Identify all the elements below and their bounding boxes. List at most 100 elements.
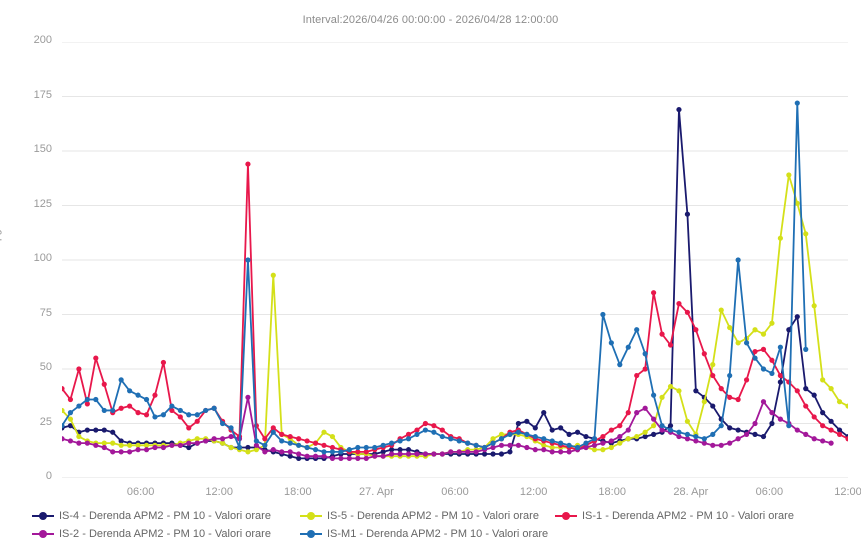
data-point[interactable] bbox=[127, 449, 133, 455]
data-point[interactable] bbox=[169, 407, 175, 414]
data-point[interactable] bbox=[118, 405, 124, 411]
data-point[interactable] bbox=[169, 442, 175, 448]
data-point[interactable] bbox=[203, 438, 209, 444]
data-point[interactable] bbox=[245, 257, 251, 263]
data-point[interactable] bbox=[600, 440, 606, 446]
data-point[interactable] bbox=[389, 440, 395, 446]
data-point[interactable] bbox=[186, 440, 192, 446]
data-point[interactable] bbox=[760, 331, 767, 337]
data-point[interactable] bbox=[667, 342, 674, 348]
data-point[interactable] bbox=[160, 444, 167, 451]
data-point[interactable] bbox=[363, 455, 369, 461]
data-point[interactable] bbox=[727, 425, 733, 431]
data-point[interactable] bbox=[693, 327, 699, 333]
data-point[interactable] bbox=[431, 451, 437, 457]
data-point[interactable] bbox=[659, 331, 665, 337]
data-point[interactable] bbox=[803, 386, 809, 392]
data-point[interactable] bbox=[422, 420, 429, 427]
data-point[interactable] bbox=[701, 399, 707, 405]
data-point[interactable] bbox=[845, 403, 848, 409]
data-point[interactable] bbox=[549, 444, 555, 451]
data-point[interactable] bbox=[642, 405, 648, 411]
data-point[interactable] bbox=[321, 429, 327, 435]
data-point[interactable] bbox=[769, 320, 775, 326]
data-point[interactable] bbox=[346, 447, 352, 453]
data-point[interactable] bbox=[524, 418, 530, 424]
data-point[interactable] bbox=[143, 412, 150, 418]
data-point[interactable] bbox=[76, 433, 82, 440]
data-point[interactable] bbox=[380, 442, 386, 448]
data-point[interactable] bbox=[811, 414, 817, 420]
data-point[interactable] bbox=[566, 431, 572, 437]
data-point[interactable] bbox=[62, 423, 65, 429]
data-point[interactable] bbox=[431, 423, 437, 429]
data-point[interactable] bbox=[143, 447, 150, 453]
data-point[interactable] bbox=[608, 444, 614, 451]
data-point[interactable] bbox=[836, 431, 843, 437]
data-point[interactable] bbox=[659, 423, 665, 429]
data-point[interactable] bbox=[558, 440, 564, 446]
data-point[interactable] bbox=[76, 440, 82, 446]
data-point[interactable] bbox=[312, 453, 319, 459]
data-point[interactable] bbox=[684, 211, 691, 217]
data-point[interactable] bbox=[735, 257, 741, 263]
data-point[interactable] bbox=[439, 433, 445, 440]
data-point[interactable] bbox=[287, 449, 293, 455]
data-point[interactable] bbox=[727, 394, 733, 400]
data-point[interactable] bbox=[507, 449, 513, 455]
data-point[interactable] bbox=[498, 431, 505, 437]
data-point[interactable] bbox=[634, 433, 640, 440]
data-point[interactable] bbox=[811, 436, 817, 442]
data-point[interactable] bbox=[532, 425, 538, 431]
data-point[interactable] bbox=[574, 444, 581, 451]
data-point[interactable] bbox=[651, 290, 657, 296]
data-point[interactable] bbox=[591, 447, 598, 453]
data-point[interactable] bbox=[760, 346, 767, 352]
data-point[interactable] bbox=[828, 440, 834, 446]
data-point[interactable] bbox=[718, 386, 724, 392]
data-point[interactable] bbox=[329, 449, 336, 455]
data-point[interactable] bbox=[794, 100, 800, 106]
data-point[interactable] bbox=[76, 403, 82, 409]
data-point[interactable] bbox=[127, 388, 133, 394]
data-point[interactable] bbox=[397, 438, 403, 444]
data-point[interactable] bbox=[617, 423, 623, 429]
data-point[interactable] bbox=[786, 423, 792, 429]
data-point[interactable] bbox=[811, 303, 817, 309]
data-point[interactable] bbox=[727, 440, 733, 446]
data-point[interactable] bbox=[541, 442, 547, 448]
data-point[interactable] bbox=[769, 370, 775, 376]
data-point[interactable] bbox=[338, 449, 344, 455]
legend-item[interactable]: IS-M1 - Derenda APM2 - PM 10 - Valori or… bbox=[300, 528, 548, 540]
data-point[interactable] bbox=[836, 399, 843, 405]
data-point[interactable] bbox=[777, 372, 783, 379]
data-point[interactable] bbox=[414, 427, 420, 433]
data-point[interactable] bbox=[177, 442, 183, 448]
data-point[interactable] bbox=[498, 442, 505, 448]
data-point[interactable] bbox=[769, 410, 775, 416]
data-point[interactable] bbox=[836, 427, 843, 433]
data-point[interactable] bbox=[676, 433, 682, 440]
data-point[interactable] bbox=[642, 351, 648, 357]
data-point[interactable] bbox=[625, 344, 631, 350]
data-point[interactable] bbox=[760, 433, 767, 440]
data-point[interactable] bbox=[414, 431, 420, 437]
data-point[interactable] bbox=[667, 423, 674, 429]
data-point[interactable] bbox=[803, 231, 809, 237]
data-point[interactable] bbox=[245, 394, 251, 400]
data-point[interactable] bbox=[651, 423, 657, 429]
data-point[interactable] bbox=[380, 449, 386, 455]
data-point[interactable] bbox=[228, 433, 234, 440]
data-point[interactable] bbox=[135, 447, 141, 453]
data-point[interactable] bbox=[803, 403, 809, 409]
data-point[interactable] bbox=[338, 455, 344, 461]
data-point[interactable] bbox=[448, 436, 454, 442]
data-point[interactable] bbox=[684, 436, 691, 442]
data-point[interactable] bbox=[617, 362, 623, 368]
data-point[interactable] bbox=[794, 427, 800, 433]
data-point[interactable] bbox=[143, 396, 150, 403]
data-point[interactable] bbox=[245, 161, 251, 167]
data-point[interactable] bbox=[270, 272, 276, 278]
data-point[interactable] bbox=[118, 438, 124, 444]
data-point[interactable] bbox=[287, 433, 293, 440]
